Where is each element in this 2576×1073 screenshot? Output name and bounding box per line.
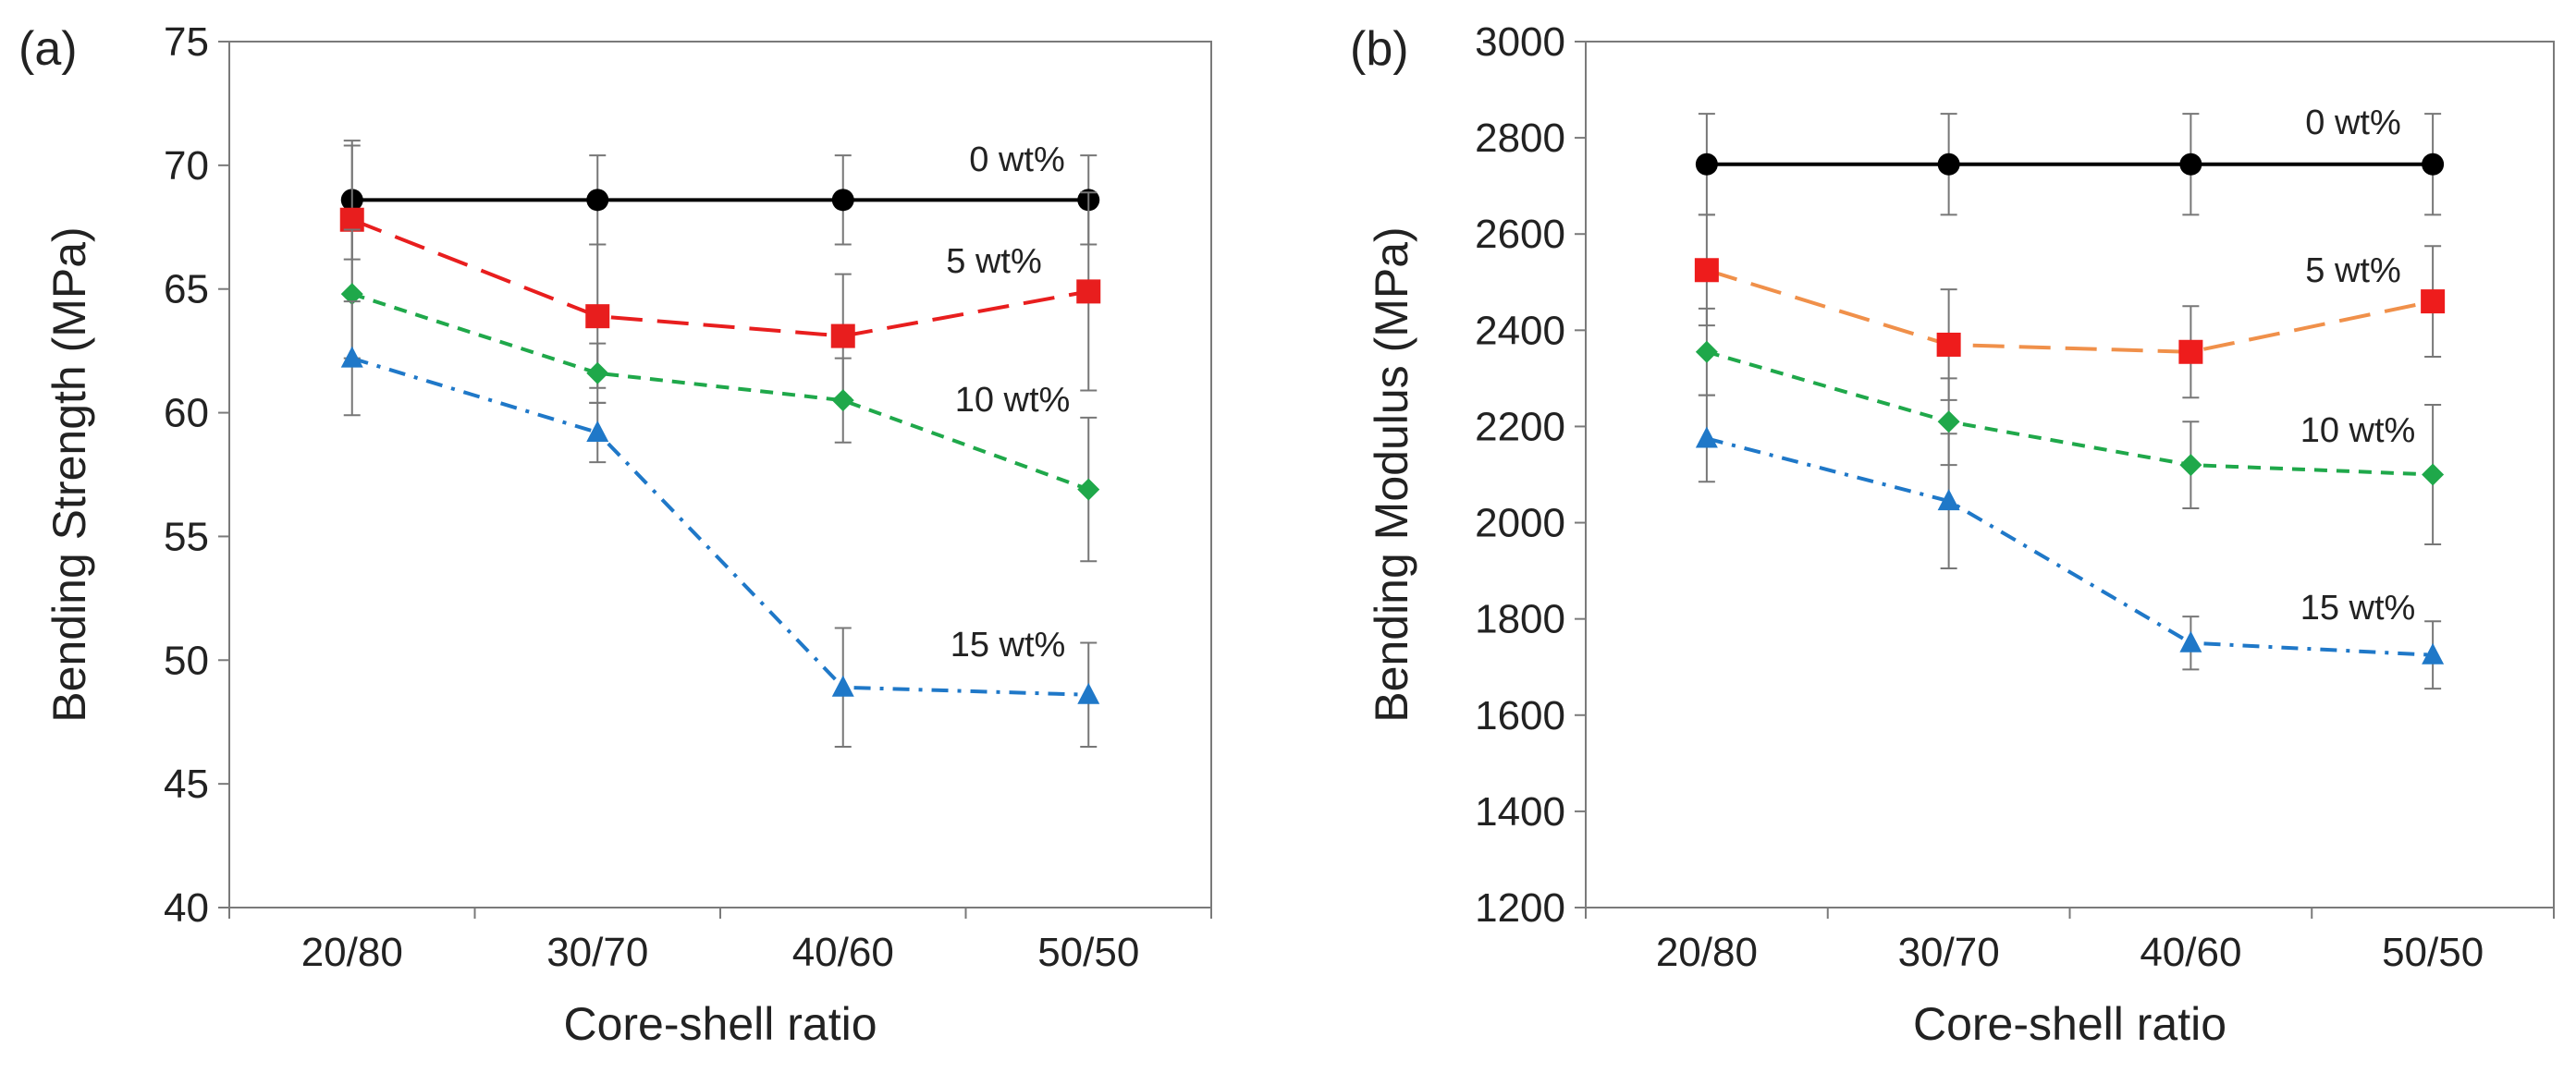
data-point bbox=[585, 304, 610, 329]
chart-panel-b: 1200 1400 1600 1800 2000 2200 2400 2600 2800 3000… bbox=[1350, 19, 2555, 1050]
y-tick-label: 1800 bbox=[1475, 597, 1565, 642]
panel-label: (b) bbox=[1350, 22, 1409, 76]
y-tick-label: 3000 bbox=[1475, 19, 1565, 65]
series-5wt: 5 wt% bbox=[339, 144, 1101, 399]
y-tick-label: 40 bbox=[164, 885, 209, 931]
data-point bbox=[831, 389, 854, 412]
y-tick-label: 1400 bbox=[1475, 789, 1565, 835]
series-line bbox=[1706, 436, 2434, 657]
series-label: 0 wt% bbox=[2305, 104, 2400, 142]
x-axis-title: Core-shell ratio bbox=[563, 998, 877, 1050]
y-tick-label: 2000 bbox=[1475, 501, 1565, 546]
series-10wt: 10 wt% bbox=[340, 228, 1100, 563]
x-tick-label: 20/80 bbox=[1656, 930, 1758, 975]
series-label: 10 wt% bbox=[955, 381, 1071, 420]
data-point bbox=[340, 283, 363, 306]
series-line bbox=[351, 217, 1089, 338]
y-axis-title: Bending Modulus (MPa) bbox=[1366, 226, 1417, 722]
y-tick-label: 2600 bbox=[1475, 212, 1565, 257]
series-label: 5 wt% bbox=[2305, 251, 2400, 290]
x-tick-label: 30/70 bbox=[1898, 930, 2000, 975]
y-tick-label: 50 bbox=[164, 638, 209, 683]
data-point bbox=[339, 207, 364, 232]
y-tick-label: 70 bbox=[164, 143, 209, 189]
panel-label: (a) bbox=[18, 22, 78, 76]
data-point bbox=[1937, 410, 1960, 433]
series-line bbox=[351, 292, 1089, 492]
x-tick-label: 40/60 bbox=[2140, 930, 2241, 975]
y-axis-title: Bending Strength (MPa) bbox=[43, 226, 95, 722]
data-point bbox=[1695, 340, 1718, 363]
y-tick-label: 60 bbox=[164, 391, 209, 436]
data-point bbox=[1936, 332, 1961, 357]
x-tick-label: 30/70 bbox=[546, 930, 648, 975]
data-point bbox=[586, 189, 609, 212]
series-label: 10 wt% bbox=[2300, 411, 2416, 450]
y-tick-label: 2400 bbox=[1475, 308, 1565, 353]
series-5wt: 5 wt% bbox=[1694, 213, 2446, 401]
data-point bbox=[1076, 279, 1101, 304]
y-tick-label: 75 bbox=[164, 19, 209, 65]
data-point bbox=[831, 189, 854, 212]
data-point bbox=[2179, 454, 2202, 477]
data-point bbox=[1937, 152, 1960, 176]
series-0wt: 0 wt% bbox=[1695, 104, 2445, 216]
x-tick-label: 50/50 bbox=[2382, 930, 2484, 975]
data-point bbox=[1077, 478, 1100, 501]
data-point bbox=[1695, 152, 1718, 176]
y-tick-label: 1200 bbox=[1475, 885, 1565, 931]
chart-panel-a: 40 45 50 55 60 65 70 75 20/80 30/70 40/60 50/50 Core… bbox=[18, 19, 1212, 1050]
data-point bbox=[1937, 489, 1960, 511]
series-label: 15 wt% bbox=[951, 626, 1066, 665]
data-point bbox=[2422, 642, 2445, 665]
series-line bbox=[1706, 268, 2434, 354]
series-15wt: 15 wt% bbox=[1695, 394, 2445, 690]
data-point bbox=[586, 361, 609, 384]
data-point bbox=[586, 420, 609, 442]
data-point bbox=[2422, 463, 2445, 486]
data-point bbox=[1695, 426, 1718, 448]
series-line bbox=[351, 356, 1089, 697]
y-tick-label: 45 bbox=[164, 762, 209, 807]
data-point bbox=[2422, 152, 2445, 176]
series-label: 0 wt% bbox=[969, 140, 1064, 179]
x-tick-label: 40/60 bbox=[792, 930, 894, 975]
data-point bbox=[340, 346, 363, 368]
x-axis-title: Core-shell ratio bbox=[1913, 998, 2226, 1050]
y-tick-label: 2800 bbox=[1475, 116, 1565, 161]
x-tick-label: 20/80 bbox=[301, 930, 403, 975]
series-15wt: 15 wt% bbox=[340, 300, 1100, 748]
series-10wt: 10 wt% bbox=[1695, 307, 2445, 545]
data-point bbox=[2179, 630, 2202, 652]
y-tick-label: 2200 bbox=[1475, 404, 1565, 449]
data-point bbox=[2178, 339, 2203, 364]
data-point bbox=[831, 675, 854, 697]
y-tick-label: 55 bbox=[164, 514, 209, 559]
x-tick-label: 50/50 bbox=[1037, 930, 1139, 975]
data-point bbox=[830, 323, 855, 348]
y-tick-label: 1600 bbox=[1475, 693, 1565, 738]
data-point bbox=[2421, 289, 2446, 314]
series-0wt: 0 wt% bbox=[340, 140, 1100, 261]
series-label: 5 wt% bbox=[946, 242, 1041, 281]
data-point bbox=[1077, 682, 1100, 704]
series-label: 15 wt% bbox=[2300, 589, 2416, 628]
data-point bbox=[2179, 152, 2202, 176]
data-point bbox=[1694, 258, 1719, 283]
y-tick-label: 65 bbox=[164, 267, 209, 312]
